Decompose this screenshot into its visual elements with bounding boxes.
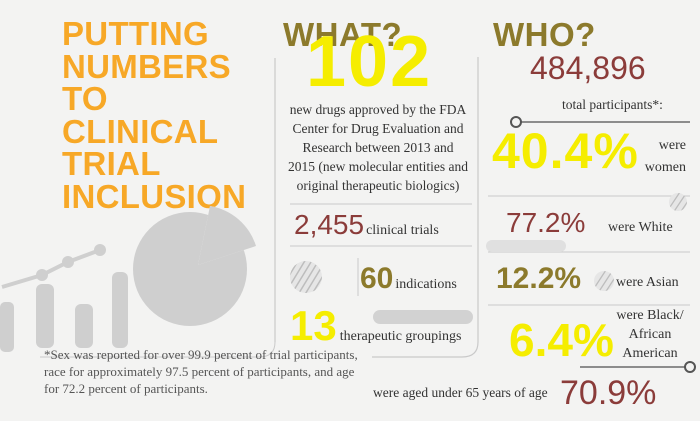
age-percent: 70.9%: [560, 374, 657, 412]
drugs-description-line: 2015 (new molecular entities and: [288, 159, 468, 174]
white-label: were White: [608, 220, 673, 235]
what-heading: WHAT?: [283, 16, 403, 53]
black-label: were Black/ African American: [608, 306, 692, 363]
black-label-line: American: [622, 346, 678, 361]
women-label-line: women: [644, 160, 686, 175]
title-line: CLINICAL: [62, 112, 219, 150]
indications-stat: 60 indications: [360, 262, 457, 296]
title-line: TO: [62, 80, 108, 117]
drugs-description-line: Center for Drug Evaluation and: [292, 121, 464, 136]
pill-shape: [373, 310, 473, 324]
drugs-description-line: Research between 2013 and: [302, 140, 454, 155]
drugs-number: 102: [306, 22, 433, 102]
groupings-label: therapeutic groupings: [339, 329, 462, 344]
bar-chart-icon: [0, 272, 128, 352]
indications-label: indications: [395, 277, 457, 292]
white-percent: 77.2%: [506, 207, 586, 238]
footnote: *Sex was reported for over 99.9 percent …: [44, 346, 358, 397]
women-label-line: were: [658, 138, 686, 153]
women-percent: 40.4%: [492, 123, 639, 179]
title-line: TRIAL: [62, 145, 161, 182]
black-percent: 6.4%: [509, 314, 614, 366]
who-heading: WHO?: [493, 16, 596, 53]
hatched-circle-icon: [290, 261, 322, 293]
women-label: were women: [634, 135, 686, 179]
trials-label: clinical trials: [366, 223, 439, 238]
asian-label: were Asian: [616, 275, 679, 290]
pie-chart-icon: [133, 206, 256, 326]
participants-number: 484,896: [530, 50, 646, 86]
asian-percent: 12.2%: [496, 262, 582, 295]
title-line: NUMBERS: [62, 47, 231, 85]
participants-label: total participants*:: [562, 97, 663, 112]
trials-number: 2,455: [294, 209, 365, 240]
groupings-stat: 13 therapeutic groupings: [290, 302, 461, 350]
title-line: PUTTING: [62, 15, 209, 52]
title-line: INCLUSION: [62, 177, 247, 215]
line-chart-icon: [1, 244, 106, 289]
indications-number: 60: [360, 262, 394, 295]
drugs-description-line: new drugs approved by the FDA: [289, 102, 467, 117]
groupings-number: 13: [290, 302, 337, 349]
page-title: PUTTING NUMBERS TO CLINICAL TRIAL INCLUS…: [62, 15, 247, 215]
black-label-line: were Black/: [616, 308, 684, 323]
drugs-description: new drugs approved by the FDA Center for…: [283, 100, 473, 195]
footnote-line: *Sex was reported for over 99.9 percent …: [44, 347, 358, 362]
footnote-line: race for approximately 97.5 percent of p…: [44, 364, 355, 379]
drugs-description-line: original therapeutic biologics): [296, 178, 460, 193]
pill-shape: [486, 240, 566, 252]
trials-stat: 2,455 clinical trials: [294, 209, 439, 241]
hatched-circle-icon: [594, 271, 614, 291]
footnote-line: for 72.2 percent of participants.: [44, 381, 208, 396]
black-label-line: African: [628, 327, 672, 342]
age-label: were aged under 65 years of age: [373, 385, 548, 400]
